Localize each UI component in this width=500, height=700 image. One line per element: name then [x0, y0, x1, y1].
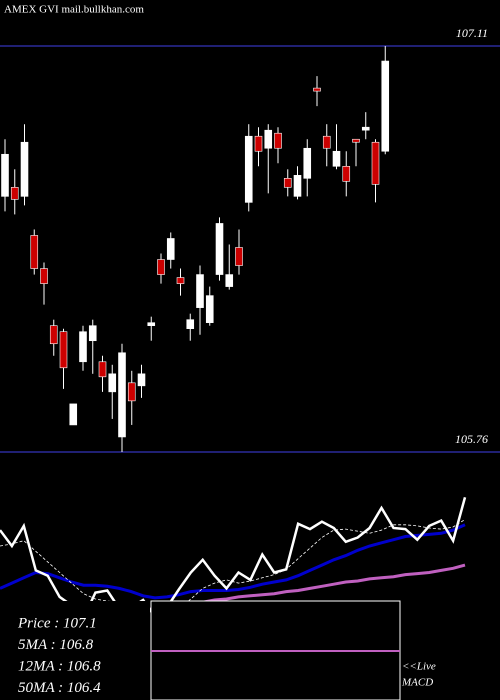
ma-line — [0, 523, 466, 600]
legend-box — [0, 601, 150, 700]
candle-body — [371, 141, 380, 185]
candle-body — [108, 373, 117, 393]
candle-body — [10, 187, 19, 200]
legend-entry: 50MA : 106.4 — [18, 680, 101, 696]
price-panel: 105.76 107.11 — [0, 26, 500, 453]
candle-body — [205, 295, 214, 323]
candle-body — [225, 274, 234, 287]
y-tick-label: 105.76 — [455, 432, 488, 446]
candle-body — [30, 235, 39, 269]
candle-body — [361, 126, 370, 131]
candle-body — [147, 322, 156, 326]
overlay: Price : 107.1 5MA : 106.8 12MA : 106.8 50MA… — [0, 600, 436, 700]
candle-body — [157, 259, 165, 275]
macd-label: MACD — [401, 677, 433, 689]
candle-body — [332, 150, 341, 167]
candle-body — [381, 60, 390, 152]
candle-body — [98, 361, 107, 378]
candle-body — [322, 135, 331, 149]
y-tick-label: 107.11 — [456, 26, 488, 40]
candle-body — [264, 129, 273, 149]
candle-body — [274, 132, 282, 149]
candle-body — [244, 135, 253, 203]
live-label: <<Live — [402, 661, 436, 673]
candle-body — [293, 175, 302, 197]
candle-body — [69, 403, 78, 426]
candle-body — [283, 178, 292, 188]
chart-title: AMEX GVI mail.bullkhan.com — [4, 4, 144, 16]
candle-body — [342, 165, 351, 182]
candle-body — [303, 147, 312, 179]
candle-body — [59, 331, 68, 369]
candle-body — [166, 238, 175, 260]
candle-body — [352, 138, 360, 143]
candle-body — [20, 141, 29, 197]
candle-body — [79, 331, 87, 363]
candle-body — [118, 352, 126, 438]
candle-body — [176, 277, 185, 284]
legend-entry: 5MA : 106.8 — [18, 637, 94, 653]
candle-body — [196, 274, 204, 308]
candle-body — [137, 373, 146, 387]
candle-body — [127, 382, 136, 402]
candle-body — [215, 223, 224, 275]
candle-body — [254, 135, 263, 152]
legend-entry: Price : 107.1 — [17, 615, 97, 631]
candle-body — [88, 325, 97, 342]
candle-body — [313, 87, 321, 92]
candle-body — [40, 268, 48, 284]
candle-body — [1, 153, 9, 197]
candle-body — [235, 247, 243, 266]
candle-body — [49, 325, 58, 345]
legend-entry: 12MA : 106.8 — [18, 658, 101, 674]
candle-body — [186, 319, 195, 329]
